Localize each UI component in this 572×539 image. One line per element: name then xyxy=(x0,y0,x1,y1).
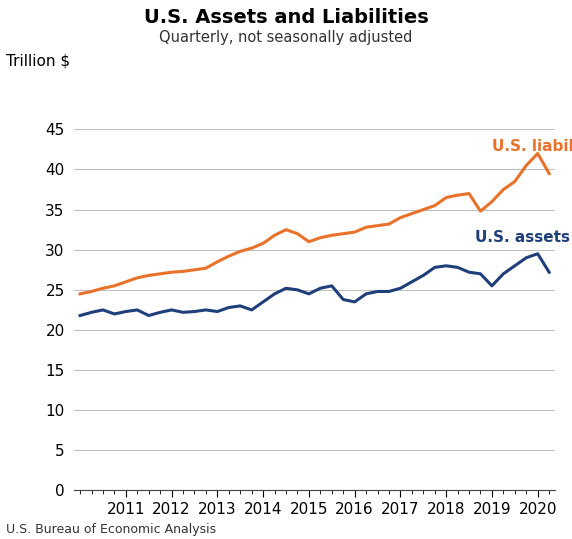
Text: U.S. Assets and Liabilities: U.S. Assets and Liabilities xyxy=(144,8,428,27)
Text: U.S. assets: U.S. assets xyxy=(475,230,570,245)
Text: U.S. Bureau of Economic Analysis: U.S. Bureau of Economic Analysis xyxy=(6,523,216,536)
Text: Quarterly, not seasonally adjusted: Quarterly, not seasonally adjusted xyxy=(160,30,412,45)
Text: Trillion $: Trillion $ xyxy=(6,54,70,69)
Text: U.S. liabilities: U.S. liabilities xyxy=(492,139,572,154)
